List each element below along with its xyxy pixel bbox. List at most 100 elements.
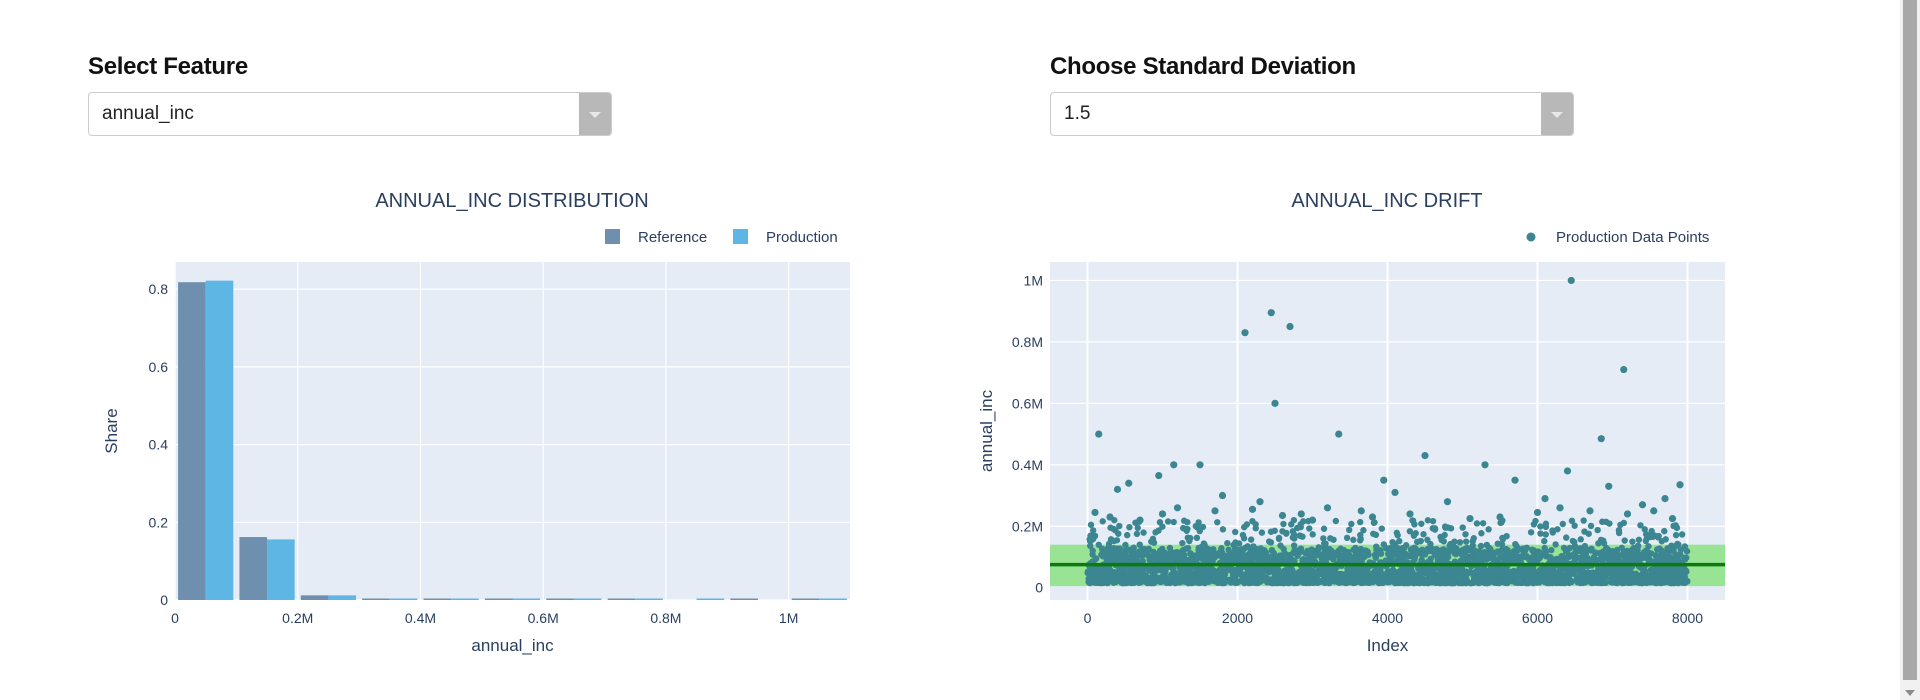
drift-point — [1233, 569, 1241, 576]
drift-point-outlier — [1323, 504, 1332, 512]
drift-point — [1469, 538, 1476, 545]
drift-point-outlier — [1623, 510, 1632, 518]
drift-point — [1297, 546, 1304, 554]
drift-point — [1102, 578, 1109, 585]
drift-point — [1438, 536, 1445, 544]
legend-label-production-data-points: Production Data Points — [1556, 229, 1709, 246]
drift-point — [1249, 517, 1256, 525]
drift-point — [1134, 524, 1141, 532]
drift-point — [1402, 542, 1410, 549]
drift-point — [1497, 519, 1504, 527]
drift-point — [1220, 579, 1227, 587]
std-deviation-label: Choose Standard Deviation — [1050, 53, 1356, 80]
drift-point — [1459, 524, 1466, 531]
drift-point — [1116, 522, 1123, 530]
std-deviation-dropdown-toggle[interactable] — [1541, 93, 1573, 135]
hist-y-tick-label: 0 — [160, 592, 168, 608]
drift-title: ANNUAL_INC DRIFT — [1291, 190, 1482, 212]
drift-point — [1417, 537, 1424, 545]
drift-point — [1362, 577, 1369, 584]
drift-point — [1306, 525, 1313, 532]
drift-point — [1256, 576, 1264, 583]
drift-point-outlier — [1391, 488, 1399, 497]
drift-point — [1629, 538, 1636, 545]
drift-point — [1582, 573, 1589, 581]
drift-point — [1532, 517, 1539, 525]
drift-point — [1541, 544, 1548, 552]
drift-point — [1681, 543, 1689, 550]
drift-point — [1250, 553, 1258, 560]
legend-label-reference: Reference — [638, 229, 707, 246]
drift-point — [1580, 517, 1587, 524]
drift-point — [1136, 541, 1143, 548]
drift-point-outlier — [1155, 471, 1163, 480]
drift-point — [1649, 566, 1657, 574]
drift-point — [1655, 567, 1662, 575]
drift-point — [1499, 535, 1507, 543]
drift-point — [1479, 520, 1487, 527]
drift-point — [1571, 522, 1578, 529]
drift-point — [1645, 558, 1653, 565]
drift-point-outlier — [1443, 498, 1452, 506]
hist-bar-production — [635, 598, 663, 600]
drift-point — [1217, 568, 1224, 576]
drift-point — [1281, 550, 1289, 558]
drift-point — [1594, 526, 1601, 534]
drift-point — [1087, 532, 1094, 539]
drift-point — [1437, 574, 1444, 582]
drift-point — [1637, 522, 1644, 529]
chevron-down-icon — [1551, 112, 1563, 118]
drift-point — [1487, 571, 1494, 578]
drift-point — [1139, 550, 1146, 557]
drift-point — [1559, 520, 1566, 528]
drift-point — [1105, 544, 1113, 551]
drift-point — [1662, 572, 1670, 579]
drift-point — [1357, 531, 1364, 539]
drift-point — [1599, 556, 1607, 563]
drift-point — [1377, 579, 1385, 586]
drift-point-outlier — [1196, 461, 1204, 469]
drift-point — [1170, 518, 1177, 526]
drift-point — [1219, 526, 1227, 533]
scroll-down-arrow-icon[interactable] — [1905, 690, 1915, 696]
drift-point — [1676, 550, 1684, 558]
drift-point — [1183, 573, 1191, 580]
drift-point — [1264, 575, 1271, 582]
drift-point — [1235, 578, 1242, 585]
drift-point-outlier — [1297, 510, 1305, 518]
drift-point — [1260, 556, 1267, 564]
drift-point-outlier — [1668, 514, 1677, 523]
drift-point — [1162, 579, 1170, 586]
drift-point — [1506, 577, 1513, 585]
drift-point-outlier — [1267, 309, 1275, 317]
drift-point — [1204, 554, 1212, 561]
drift-point — [1102, 549, 1109, 557]
page-scrollbar[interactable] — [1900, 0, 1920, 700]
drift-point — [1288, 557, 1296, 565]
drift-point-outlier — [1380, 476, 1388, 484]
drift-point — [1179, 554, 1186, 561]
drift-point — [1431, 525, 1439, 532]
drift-point — [1320, 549, 1328, 557]
drift-point — [1442, 524, 1449, 531]
drift-point — [1418, 546, 1426, 554]
feature-dropdown[interactable]: annual_inc — [88, 92, 612, 136]
drift-point — [1393, 529, 1401, 537]
drift-point — [1153, 574, 1161, 581]
drift-point-outlier — [1496, 513, 1504, 521]
drift-point — [1180, 517, 1188, 524]
drift-point — [1136, 579, 1144, 586]
drift-point — [1099, 518, 1106, 525]
drift-point — [1429, 517, 1437, 525]
drift-point-outlier — [1368, 513, 1377, 521]
hist-bar-reference — [791, 598, 820, 600]
drift-point — [1386, 578, 1393, 586]
drift-point — [1249, 575, 1256, 583]
drift-point — [1617, 521, 1624, 529]
drift-x-tick-label: 6000 — [1522, 610, 1553, 626]
drift-point — [1092, 555, 1100, 563]
std-deviation-dropdown[interactable]: 1.5 — [1050, 92, 1574, 136]
feature-dropdown-toggle[interactable] — [579, 93, 611, 135]
drift-point — [1406, 528, 1414, 535]
scrollbar-thumb[interactable] — [1903, 0, 1917, 680]
